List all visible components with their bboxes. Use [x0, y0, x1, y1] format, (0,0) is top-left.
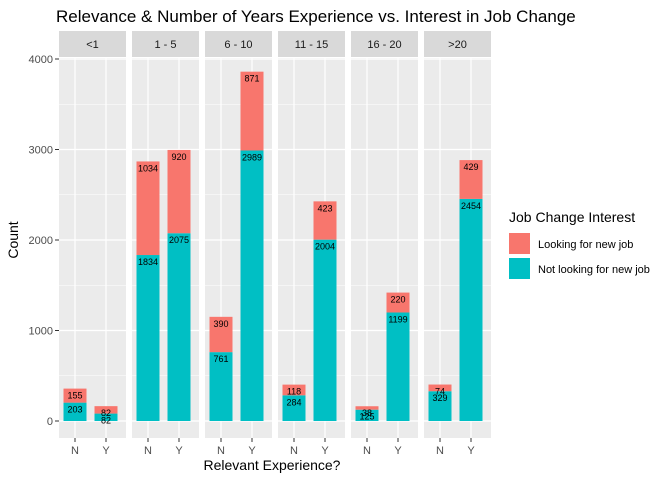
bar-label-looking: 38	[362, 408, 372, 418]
legend-swatch	[509, 233, 530, 254]
facet-strip	[424, 31, 491, 57]
bar-looking	[240, 71, 264, 151]
facet-panel: 6 - 10 761 390 N 2989 871 Y	[205, 31, 272, 457]
bar-label-looking: 871	[244, 74, 259, 84]
legend-swatch	[509, 258, 530, 279]
bar-looking	[63, 388, 87, 403]
bar-label-looking: 118	[287, 387, 301, 397]
bar-looking	[313, 201, 337, 240]
bar-not-looking	[136, 255, 160, 421]
bar-label-not-looking: 2004	[315, 242, 335, 252]
y-axis: 0 1000 2000 3000 4000	[29, 54, 59, 428]
x-tick-label: Y	[248, 445, 256, 457]
facet-strip-label: >20	[448, 39, 467, 51]
x-tick-label: Y	[175, 445, 183, 457]
y-tick-label: 0	[47, 416, 53, 428]
x-tick-label: N	[363, 445, 371, 457]
bar-label-looking: 74	[435, 387, 445, 397]
legend-entry-label: Looking for new job	[538, 239, 633, 251]
bar-not-looking	[240, 150, 264, 422]
bar-label-looking: 920	[171, 152, 186, 162]
legend: Job Change Interest Looking for new job No…	[509, 209, 650, 279]
legend-entry-label: Not looking for new job	[538, 264, 650, 276]
facet-strip-label: 1 - 5	[154, 39, 176, 51]
bar-not-looking	[313, 239, 337, 421]
facet-strip	[278, 31, 345, 57]
bar-looking	[167, 149, 191, 234]
facet-panel: 1 - 5 1834 1034 N 2075 920 Y	[132, 31, 199, 457]
x-tick-label: N	[217, 445, 225, 457]
bar-label-not-looking: 1834	[138, 257, 158, 267]
facet-strip	[205, 31, 272, 57]
bar-label-not-looking: 2454	[461, 201, 481, 211]
y-axis-title: Count	[5, 221, 21, 258]
bar-label-not-looking: 284	[286, 397, 301, 407]
bar-label-looking: 429	[463, 162, 478, 172]
bar-label-not-looking: 761	[213, 354, 228, 364]
bar-looking	[386, 292, 410, 313]
facet-strip-label: 11 - 15	[295, 39, 328, 51]
y-tick-label: 1000	[29, 326, 53, 338]
x-axis-title: Relevant Experience?	[204, 457, 341, 473]
bar-label-not-looking: 2989	[242, 152, 262, 162]
bar-label-not-looking: 1199	[388, 314, 407, 324]
bar-label-looking: 155	[67, 391, 82, 401]
bar-not-looking	[209, 352, 233, 421]
bar-looking	[282, 384, 306, 396]
x-tick-label: N	[144, 445, 152, 457]
bar-not-looking	[282, 395, 306, 421]
bar-label-looking: 390	[213, 319, 228, 329]
facet-strip-label: <1	[86, 39, 99, 51]
facet-strip	[59, 31, 126, 57]
x-tick-label: Y	[102, 445, 110, 457]
legend-title: Job Change Interest	[509, 209, 635, 225]
chart-title: Relevance & Number of Years Experience v…	[56, 7, 576, 26]
bar-looking	[428, 384, 452, 392]
bar-not-looking	[428, 391, 452, 421]
x-tick-label: N	[290, 445, 298, 457]
facet-strip	[132, 31, 199, 57]
bar-label-looking: 220	[390, 295, 405, 305]
bar-not-looking	[355, 409, 379, 421]
bar-label-looking: 1034	[138, 163, 158, 173]
bar-looking	[94, 406, 118, 414]
bar-looking	[209, 316, 233, 353]
bar-label-not-looking: 125	[359, 412, 374, 422]
facet-strip-label: 16 - 20	[367, 39, 401, 51]
y-tick-label: 4000	[29, 54, 53, 66]
bar-not-looking	[167, 233, 191, 421]
panel-background	[59, 58, 126, 438]
x-tick-label: Y	[394, 445, 402, 457]
bar-looking	[459, 160, 483, 199]
y-tick-label: 3000	[29, 145, 53, 157]
bar-looking	[136, 161, 160, 256]
bar-label-not-looking: 2075	[169, 235, 189, 245]
bar-label-looking: 82	[101, 408, 111, 418]
bar-label-not-looking: 82	[101, 416, 111, 426]
bar-looking	[355, 406, 379, 410]
bar-label-looking: 423	[317, 203, 332, 213]
x-tick-label: N	[436, 445, 444, 457]
bar-not-looking	[63, 402, 87, 421]
x-tick-label: Y	[467, 445, 475, 457]
bar-not-looking	[386, 312, 410, 421]
facet-strip	[351, 31, 418, 57]
facet-strip-label: 6 - 10	[224, 39, 252, 51]
bar-not-looking	[459, 198, 483, 421]
bar-label-not-looking: 329	[432, 393, 447, 403]
bar-not-looking	[94, 413, 118, 421]
bar-label-not-looking: 203	[67, 405, 82, 415]
x-tick-label: Y	[321, 445, 329, 457]
x-tick-label: N	[71, 445, 79, 457]
y-tick-label: 2000	[29, 235, 53, 247]
